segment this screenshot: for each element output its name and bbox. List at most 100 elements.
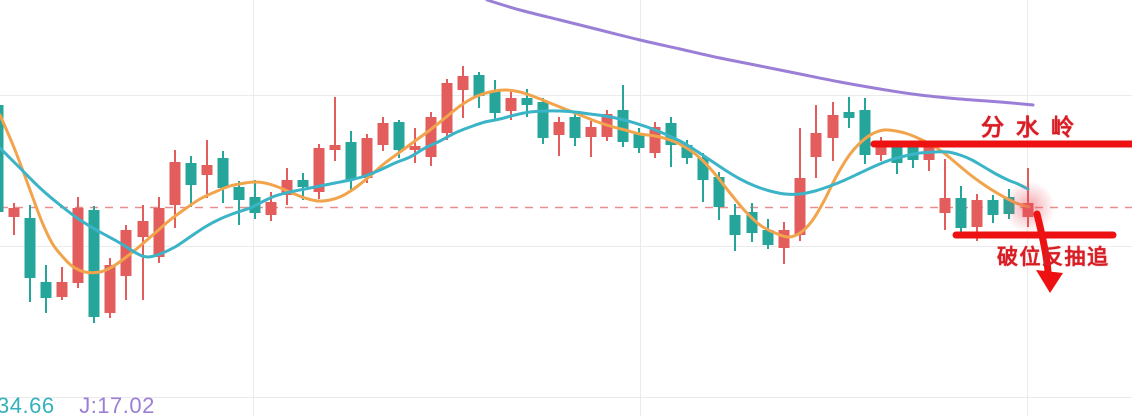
candle (939, 159, 951, 230)
candle-body (633, 133, 645, 148)
candle (473, 72, 485, 108)
candle (489, 80, 501, 120)
candle-body (137, 221, 149, 237)
candle-body (457, 76, 469, 90)
candle-body (729, 215, 741, 235)
candle-body (891, 145, 903, 163)
candle-body (489, 91, 501, 113)
candle (0, 105, 4, 212)
candle-body (377, 123, 389, 145)
candle-body (24, 218, 36, 278)
candle-body (393, 122, 405, 150)
down-arrow-shaft (1033, 210, 1052, 276)
candle-body (0, 105, 4, 212)
candle-body (537, 102, 549, 138)
candle (409, 128, 421, 163)
candle-body (56, 282, 68, 297)
candle (281, 168, 293, 205)
candle (537, 98, 549, 144)
candle (729, 204, 741, 251)
candle-body (697, 158, 709, 180)
candle-body (329, 145, 341, 150)
candle (859, 98, 871, 164)
candle (665, 117, 677, 167)
candle-body (233, 187, 245, 200)
candle (762, 219, 774, 249)
candle-body (585, 127, 597, 137)
candle-body (361, 138, 373, 178)
candle-body (441, 83, 453, 133)
indicator-value-teal: 34.66 (0, 393, 55, 416)
candle (569, 112, 581, 146)
candle-body (617, 110, 629, 142)
candle-body (88, 210, 100, 317)
candle (649, 122, 661, 158)
candle-body (875, 145, 887, 155)
candle (201, 140, 213, 198)
candle (249, 180, 261, 219)
candle-body (859, 110, 871, 155)
candle-body (185, 163, 197, 185)
candle (441, 79, 453, 140)
candle-body (681, 145, 693, 158)
candle-body (971, 200, 983, 227)
candle (843, 97, 855, 128)
watershed-annotation-label: 分水岭 (981, 114, 1086, 140)
candle-body (201, 165, 213, 175)
candle-body (939, 198, 951, 213)
candle (120, 225, 132, 300)
candle-body (521, 98, 533, 105)
candle-body (713, 177, 725, 207)
candle (24, 205, 36, 302)
candle (329, 97, 341, 161)
candle (827, 102, 839, 161)
candle-body (72, 208, 84, 283)
candle (297, 173, 309, 200)
ma-long-purple-line (485, 0, 1035, 107)
candle-body (843, 112, 855, 118)
candle-body (120, 230, 132, 276)
candle (233, 181, 245, 225)
candle-body (169, 162, 181, 205)
ma-fast-orange-line (0, 88, 1031, 275)
candle-body (955, 198, 967, 228)
candle (955, 186, 967, 233)
candle-body (746, 212, 758, 233)
candle (810, 105, 822, 178)
candle (425, 112, 437, 166)
down-arrow-head-icon (1036, 270, 1063, 293)
indicator-readout: 34.66 J:17.02 (0, 393, 155, 416)
candle-body (810, 133, 822, 157)
candle-body (297, 180, 309, 187)
candle-body (665, 123, 677, 145)
indicator-value-j: J:17.02 (79, 393, 155, 416)
candle-body (794, 178, 806, 235)
candle-body (313, 148, 325, 192)
candle (778, 222, 790, 264)
candle-body (569, 117, 581, 138)
candle-body (345, 142, 357, 180)
candle (987, 195, 999, 223)
candle (746, 203, 758, 242)
candle (633, 128, 645, 153)
last-candle-glow-highlight (1003, 181, 1055, 233)
candle (457, 66, 469, 118)
candle (137, 205, 149, 300)
breakdown-pullback-annotation-label: 破位反抽追 (997, 246, 1110, 269)
candle (217, 151, 229, 203)
candle-body (473, 75, 485, 96)
candle-body (8, 208, 20, 217)
candle (313, 144, 325, 199)
candle-body (778, 230, 790, 248)
candle (794, 128, 806, 241)
candle-body (425, 117, 437, 157)
candle-body (762, 230, 774, 245)
candle-body (649, 127, 661, 153)
candle (617, 85, 629, 147)
candle-body (40, 282, 52, 298)
candle-body (265, 202, 277, 215)
candle (185, 156, 197, 207)
candle-body (281, 180, 293, 195)
